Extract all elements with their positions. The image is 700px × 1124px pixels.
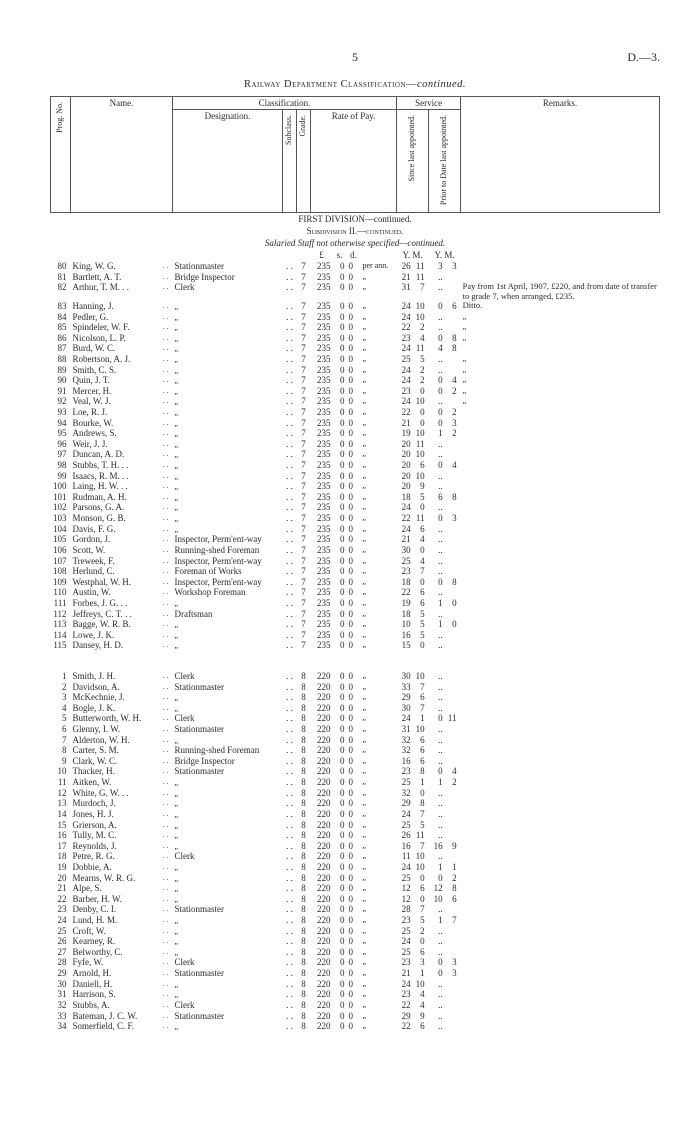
table-row: 81Bartlett, A. T.. .Bridge Inspector. .7… xyxy=(51,272,660,283)
title-continued: continued. xyxy=(417,79,466,90)
table-row: 115Dansey, H. D.. .„. .723500„150.. xyxy=(51,640,660,651)
table-row: 105Gordon, J.. .Inspector, Perm'ent-way.… xyxy=(51,534,660,545)
table-row: 97Duncan, A. D.. .„. .723500„2010.. xyxy=(51,449,660,460)
table-row: 29Arnold, H.. .Stationmaster. .822000„21… xyxy=(51,968,660,979)
table-row: 5Butterworth, W. H.. .Clerk. .822000„241… xyxy=(51,713,660,724)
table-row: 2Davidson, A.. .Stationmaster. .822000„3… xyxy=(51,682,660,693)
table-row: 3McKechnie, J.. .„. .822000„296.. xyxy=(51,692,660,703)
table-row: 84Pedler, G.. .„. .723500„2410..„ xyxy=(51,312,660,323)
table-row: 95Andrews, S.. .„. .723500„191012 xyxy=(51,428,660,439)
title-main: Railway Department Classification— xyxy=(244,79,417,90)
table-row: 28Fyfe, W.. .Clerk. .822000„23303 xyxy=(51,957,660,968)
table-row: 9Clark, W. C.. .Bridge Inspector. .82200… xyxy=(51,756,660,767)
col-remarks: Remarks. xyxy=(461,97,660,213)
table-row: 91Mercer, H.. .„. .723500„23002„ xyxy=(51,386,660,397)
table-row: 90Quin, J. T.. .„. .723500„24204„ xyxy=(51,375,660,386)
table-row: 10Thacker, H.. .Stationmaster. .822000„2… xyxy=(51,766,660,777)
page-number: 5 xyxy=(253,50,456,65)
table-row: 34Somerfield, C. F.. .„. .822000„226.. xyxy=(51,1021,660,1032)
col-classification: Classification. xyxy=(173,97,397,110)
table-row: 24Lund, H. M.. .„. .822000„23517 xyxy=(51,915,660,926)
table-row: 16Tully, M. C.. .„. .822000„2611.. xyxy=(51,830,660,841)
table-row: 93Loe, R. J.. .„. .723500„22002 xyxy=(51,407,660,418)
table-row: 92Veal, W. J.. .„. .723500„2410..„ xyxy=(51,396,660,407)
table-row: 14Jones, H. J.. .„. .822000„247.. xyxy=(51,809,660,820)
hdr-pounds: £ xyxy=(311,249,333,261)
col-subclass: Subclass. xyxy=(285,111,294,149)
table-row: 22Barber, H. W.. .„. .822000„120106 xyxy=(51,894,660,905)
section-line3: Salaried Staff not otherwise specified—c… xyxy=(51,237,660,249)
table-row: 8Carter, S. M.. .Running-shed Foreman. .… xyxy=(51,745,660,756)
col-name: Name. xyxy=(71,97,173,213)
document-title: Railway Department Classification—contin… xyxy=(50,79,660,90)
table-row: 17Reynolds, J.. .„. .822000„167169 xyxy=(51,841,660,852)
table-row: 89Smith, C. S.. .„. .723500„242..„ xyxy=(51,365,660,376)
table-row: 85Spindeler, W. F.. .„. .723500„222..„ xyxy=(51,322,660,333)
data-block-b: 1Smith, J. H.. .Clerk. .822000„3010..2Da… xyxy=(51,671,660,1032)
table-row: 7Alderton, W. H.. .„. .822000„326.. xyxy=(51,735,660,746)
col-prog: Prog. No. xyxy=(56,98,65,137)
col-service: Service xyxy=(397,97,461,110)
table-row: 19Dobbie, A.. .„. .822000„241011 xyxy=(51,862,660,873)
table-row: 26Kearney, R.. .„. .822000„240.. xyxy=(51,936,660,947)
table-row: 94Bourke, W.. .„. .723500„21003 xyxy=(51,418,660,429)
table-row: 31Harrison, S.. .„. .822000„234.. xyxy=(51,989,660,1000)
page-ref: D.—3. xyxy=(457,50,660,65)
hdr-ym2: Y. M. xyxy=(429,249,461,261)
hdr-ym1: Y. M. xyxy=(397,249,429,261)
table-row: 4Bogle, J. K.. .„. .822000„307.. xyxy=(51,703,660,714)
page-header: 5 D.—3. xyxy=(50,50,660,65)
table-row: 27Belworthy, C.. .„. .822000„256.. xyxy=(51,947,660,958)
section-line2: Subdivision II.—continued. xyxy=(51,225,660,237)
table-row: 110Austin, W.. .Workshop Foreman. .72350… xyxy=(51,587,660,598)
table-row: 80King, W. G.. .Stationmaster. .723500pe… xyxy=(51,261,660,272)
table-row: 112Jeffreys, C. T. . .. .Draftsman. .723… xyxy=(51,609,660,620)
table-row: 114Lowe, J. K.. .„. .723500„165.. xyxy=(51,630,660,641)
col-grade: Grade. xyxy=(299,111,308,141)
col-since: Since last appointed. xyxy=(408,111,417,185)
table-row: 21Alpe, S.. .„. .822000„126128 xyxy=(51,883,660,894)
table-row: 18Petre, R. G.. .Clerk. .822000„1110.. xyxy=(51,851,660,862)
col-rate: Rate of Pay. xyxy=(311,110,397,213)
table-row: 98Stubbs, T. H. . .. .„. .723500„20604 xyxy=(51,460,660,471)
data-block-a: 80King, W. G.. .Stationmaster. .723500pe… xyxy=(51,261,660,651)
table-row: 96Weir, J. J.. .„. .723500„2011.. xyxy=(51,439,660,450)
table-row: 111Forbes, J. G. . .. .„. .723500„19610 xyxy=(51,598,660,609)
hdr-pence: d. xyxy=(347,249,361,261)
table-row: 86Nicolson, L. P.. .„. .723500„23408„ xyxy=(51,333,660,344)
table-row: 104Davis, F. G.. .„. .723500„246.. xyxy=(51,524,660,535)
table-row: 99Isaacs, R. M. . .. .„. .723500„2010.. xyxy=(51,471,660,482)
section-line1: FIRST DIVISION—continued. xyxy=(51,212,660,225)
table-row: 101Rudman, A. H.. .„. .723500„18568 xyxy=(51,492,660,503)
table-row: 30Daniell, H.. .„. .822000„2410.. xyxy=(51,979,660,990)
table-row: 23Denby, C. I.. .Stationmaster. .822000„… xyxy=(51,904,660,915)
table-row: 32Stubbs, A.. .Clerk. .822000„224.. xyxy=(51,1000,660,1011)
col-prior: Prior to Date last appointed. xyxy=(440,111,449,209)
table-row: 13Murdoch, J.. .„. .822000„298.. xyxy=(51,798,660,809)
table-row: 113Bagge, W. R. B.. .„. .723500„10510 xyxy=(51,619,660,630)
table-row: 87Burd, W. C.. .„. .723500„241148 xyxy=(51,343,660,354)
hdr-shillings: s. xyxy=(333,249,347,261)
classification-table: Prog. No. Name. Classification. Service … xyxy=(50,96,660,1032)
table-row: 15Grierson, A.. .„. .822000„255.. xyxy=(51,820,660,831)
table-row: 108Herlund, C.. .Foreman of Works. .7235… xyxy=(51,566,660,577)
table-row: 88Robertson, A. J.. .„. .723500„255..„ xyxy=(51,354,660,365)
table-row: 83Hanning, J.. .„. .723500„241006Ditto. xyxy=(51,301,660,312)
table-row: 100Laing, H. W. . .. .„. .723500„209.. xyxy=(51,481,660,492)
table-row: 25Croft, W.. .„. .822000„252.. xyxy=(51,926,660,937)
table-row: 6Glenny, I. W.. .Stationmaster. .822000„… xyxy=(51,724,660,735)
table-row: 20Mearns, W. R. G.. .„. .822000„25002 xyxy=(51,873,660,884)
table-row: 106Scott, W.. .Running-shed Foreman. .72… xyxy=(51,545,660,556)
table-row: 11Aitken, W.. .„. .822000„25112 xyxy=(51,777,660,788)
table-row: 33Bateman, J. C. W.. .Stationmaster. .82… xyxy=(51,1011,660,1022)
table-row: 107Treweek, F.. .Inspector, Perm'ent-way… xyxy=(51,556,660,567)
table-row: 12White, G. W. . .. .„. .822000„320.. xyxy=(51,788,660,799)
table-row: 1Smith, J. H.. .Clerk. .822000„3010.. xyxy=(51,671,660,682)
table-row: 109Westphal, W. H.. .Inspector, Perm'ent… xyxy=(51,577,660,588)
table-row: 102Parsons, G. A.. .„. .723500„240.. xyxy=(51,502,660,513)
table-row: 82Arthur, T. M. . .. .Clerk. .723500„317… xyxy=(51,282,660,301)
table-row: 103Monson, G. B.. .„. .723500„221103 xyxy=(51,513,660,524)
col-designation: Designation. xyxy=(173,110,283,213)
